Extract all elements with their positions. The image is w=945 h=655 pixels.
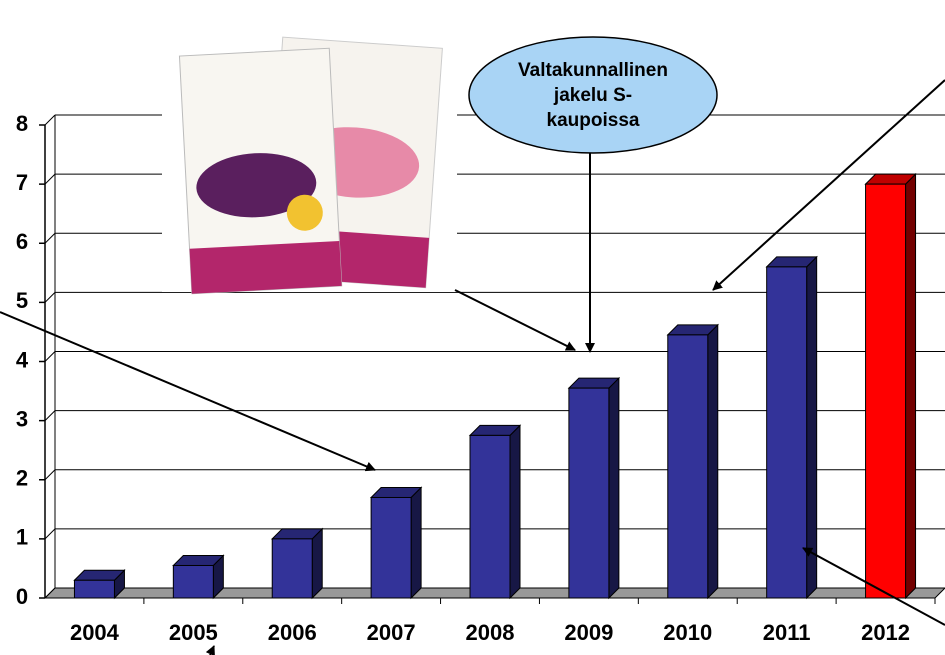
bar xyxy=(569,388,609,598)
page: 0 1 2 3 4 5 6 7 8 2004 2005 2006 2007 2008 2009 2010 201… xyxy=(0,0,945,655)
arrow xyxy=(455,290,575,350)
y-tick-label: 4 xyxy=(16,347,29,372)
x-tick-label: 2011 xyxy=(763,620,811,645)
x-tick-label: 2010 xyxy=(663,620,712,645)
bar xyxy=(272,539,312,598)
y-tick-label: 6 xyxy=(16,229,28,254)
y-tick-label: 8 xyxy=(16,111,28,136)
x-tick-label: 2009 xyxy=(564,620,613,645)
grid-line xyxy=(45,115,55,125)
bar xyxy=(767,267,807,598)
y-tick-label: 1 xyxy=(16,525,28,550)
x-tick-label: 2006 xyxy=(268,620,317,645)
grid-line xyxy=(45,292,55,302)
bar-side xyxy=(807,257,817,598)
bar-side xyxy=(609,378,619,598)
bar-side xyxy=(411,487,421,598)
product-image xyxy=(162,30,457,294)
bar xyxy=(74,580,114,598)
bar xyxy=(371,497,411,598)
grid-line xyxy=(45,352,55,362)
x-tick-label: 2005 xyxy=(169,620,218,645)
bar xyxy=(668,335,708,598)
grid-line xyxy=(45,411,55,421)
y-tick-label: 2 xyxy=(16,466,28,491)
x-tick-label: 2007 xyxy=(367,620,416,645)
grid-line xyxy=(45,233,55,243)
bar xyxy=(173,565,213,598)
package-band xyxy=(190,241,342,294)
bar xyxy=(866,184,906,598)
x-tick-label: 2008 xyxy=(466,620,515,645)
y-tick-label: 5 xyxy=(16,288,28,313)
arrow xyxy=(210,646,214,655)
bar-side xyxy=(510,425,520,598)
bar-side xyxy=(708,325,718,598)
y-tick-label: 0 xyxy=(16,584,28,609)
bar-side xyxy=(312,529,322,598)
x-tick-label: 2004 xyxy=(70,620,120,645)
grid-line xyxy=(45,470,55,480)
grid-line xyxy=(45,174,55,184)
bar-side xyxy=(906,174,916,598)
y-tick-label: 3 xyxy=(16,406,28,431)
annotation: Valtakunnallinen jakelu S-kaupoissa xyxy=(468,45,718,145)
x-tick-label: 2012 xyxy=(861,620,910,645)
grid-line xyxy=(45,529,55,539)
arrow xyxy=(0,312,375,470)
y-tick-label: 7 xyxy=(16,170,28,195)
bar xyxy=(470,435,510,598)
